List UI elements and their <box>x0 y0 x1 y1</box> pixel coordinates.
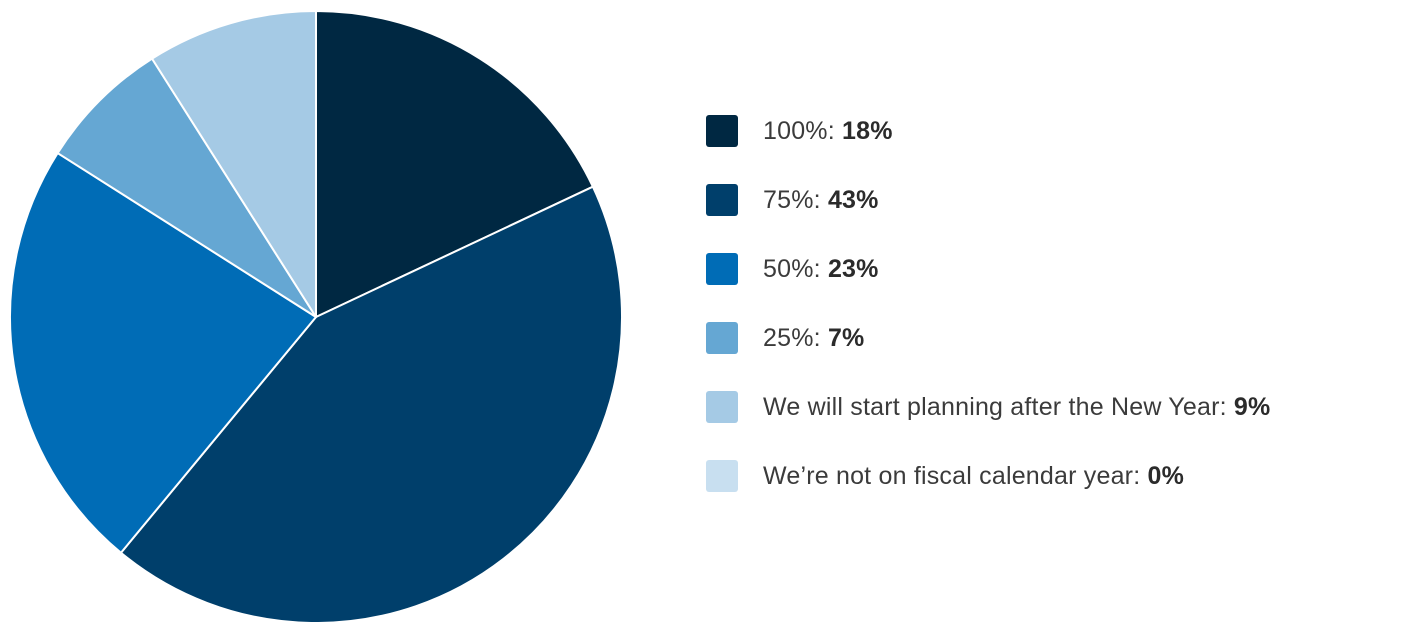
legend-swatch-100 <box>706 115 738 147</box>
legend-swatch-not-fiscal <box>706 460 738 492</box>
legend-value-75: 43% <box>827 185 879 214</box>
chart-legend: 100%: 18% 75%: 43% 50%: 23% 25%: 7% We w… <box>706 112 1270 526</box>
legend-swatch-new-year <box>706 391 738 423</box>
legend-label-100: 100% <box>763 116 828 145</box>
legend-value-25: 7% <box>827 323 865 352</box>
legend-label-25: 25% <box>763 323 814 352</box>
legend-text-75: 75%: 43% <box>763 185 879 214</box>
legend-item-new-year: We will start planning after the New Yea… <box>706 388 1270 426</box>
legend-label-75: 75% <box>763 185 814 214</box>
legend-text-100: 100%: 18% <box>763 116 893 145</box>
legend-item-not-fiscal: We’re not on fiscal calendar year: 0% <box>706 457 1270 495</box>
pie-chart <box>9 10 623 622</box>
legend-item-25: 25%: 7% <box>706 319 1270 357</box>
legend-swatch-25 <box>706 322 738 354</box>
legend-text-new-year: We will start planning after the New Yea… <box>763 392 1271 421</box>
legend-item-100: 100%: 18% <box>706 112 1270 150</box>
pie-slice-25 <box>56 57 317 318</box>
legend-swatch-75 <box>706 184 738 216</box>
pie-slices <box>9 10 623 622</box>
legend-text-not-fiscal: We’re not on fiscal calendar year: 0% <box>763 461 1185 490</box>
legend-label-new-year: We will start planning after the New Yea… <box>763 392 1220 421</box>
pie-slice-100 <box>315 10 594 318</box>
legend-item-50: 50%: 23% <box>706 250 1270 288</box>
legend-text-50: 50%: 23% <box>763 254 879 283</box>
legend-label-50: 50% <box>763 254 814 283</box>
legend-value-100: 18% <box>842 116 893 145</box>
legend-value-50: 23% <box>827 254 879 283</box>
legend-item-75: 75%: 43% <box>706 181 1270 219</box>
legend-swatch-50 <box>706 253 738 285</box>
pie-slice-75 <box>119 185 623 622</box>
legend-label-not-fiscal: We’re not on fiscal calendar year <box>763 461 1134 490</box>
pie-slice-new-year <box>151 10 317 318</box>
legend-value-not-fiscal: 0% <box>1147 461 1185 490</box>
pie-slice-50 <box>9 152 317 554</box>
legend-value-new-year: 9% <box>1233 392 1271 421</box>
legend-text-25: 25%: 7% <box>763 323 865 352</box>
